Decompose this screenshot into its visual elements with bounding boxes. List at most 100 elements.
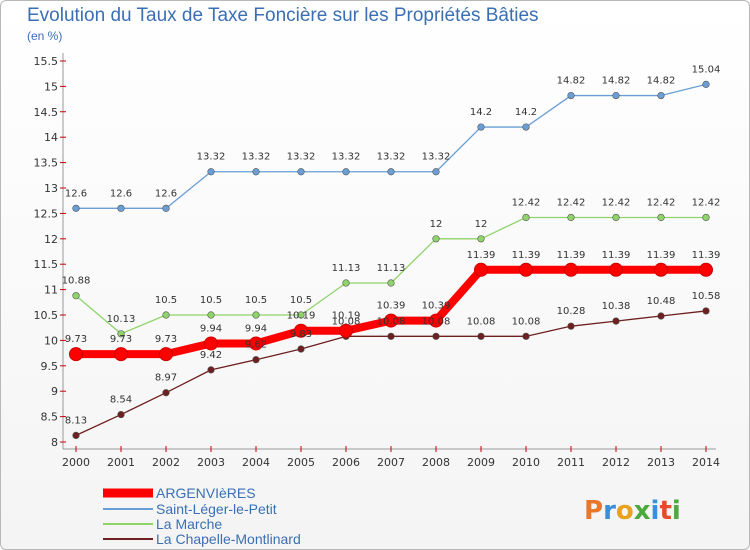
data-point	[387, 279, 395, 287]
data-label: 12	[475, 219, 488, 230]
data-point	[699, 262, 713, 277]
data-label: 14.2	[470, 107, 492, 118]
data-point	[522, 332, 530, 340]
chart-title: Evolution du Taux de Taxe Foncière sur l…	[27, 5, 539, 26]
data-point	[702, 213, 710, 222]
x-tick-label: 2006	[332, 456, 360, 469]
x-tick-label: 2002	[152, 456, 180, 469]
data-point	[159, 347, 173, 362]
y-tick-label: 13.5	[34, 157, 59, 170]
x-tick-label: 2010	[512, 456, 540, 469]
data-point	[432, 235, 440, 243]
x-tick-label: 2005	[287, 456, 315, 469]
x-tick-label: 2012	[602, 456, 630, 469]
y-tick-label: 8.5	[41, 411, 59, 424]
data-label: 12.42	[647, 197, 676, 208]
data-label: 13.32	[377, 152, 406, 163]
data-point	[612, 213, 620, 222]
data-point	[477, 235, 485, 243]
legend-label: La Marche	[156, 516, 222, 532]
data-label: 8.97	[155, 373, 177, 384]
data-label: 12.42	[602, 197, 631, 208]
y-tick-label: 13	[44, 182, 58, 195]
data-label: 13.32	[197, 152, 226, 163]
data-point	[654, 262, 668, 277]
x-tick-label: 2001	[107, 456, 135, 469]
data-point	[702, 80, 710, 88]
data-label: 13.32	[242, 152, 271, 163]
y-tick-label: 12	[44, 233, 58, 246]
data-label: 10.38	[602, 301, 631, 312]
data-label: 11.39	[602, 250, 631, 261]
data-point	[657, 91, 665, 100]
data-label: 15.04	[692, 64, 721, 75]
data-point	[207, 366, 215, 374]
data-label: 10.08	[467, 316, 496, 327]
data-point	[429, 313, 443, 328]
logo-letter: i	[651, 496, 660, 526]
logo: Proxiti	[584, 496, 681, 526]
data-label: 10.19	[332, 311, 361, 322]
data-label: 10.5	[245, 295, 267, 306]
data-label: 13.32	[287, 152, 316, 163]
data-point	[567, 91, 575, 100]
y-tick-label: 12.5	[34, 207, 59, 220]
data-point	[162, 389, 170, 397]
data-label: 11.13	[332, 263, 361, 274]
logo-letter: P	[584, 496, 603, 526]
logo-letter: r	[603, 496, 616, 526]
data-point	[387, 332, 395, 340]
y-tick-label: 15	[44, 80, 58, 93]
x-tick-label: 2000	[62, 456, 90, 469]
data-label: 8.13	[65, 415, 87, 426]
data-label: 9.94	[245, 323, 267, 334]
data-point	[612, 91, 620, 100]
data-label: 11.13	[377, 263, 406, 274]
data-label: 10.5	[200, 295, 222, 306]
data-label: 11.39	[467, 250, 496, 261]
data-label: 10.08	[422, 316, 451, 327]
data-label: 12.6	[155, 188, 177, 199]
data-point	[657, 213, 665, 222]
data-label: 10.19	[287, 311, 316, 322]
data-label: 11.39	[692, 250, 721, 261]
data-point	[564, 262, 578, 277]
chart-unit-label: (en %)	[27, 29, 63, 43]
data-point	[294, 323, 308, 338]
x-tick-label: 2013	[647, 456, 675, 469]
data-label: 9.73	[65, 334, 87, 345]
data-point	[522, 123, 530, 131]
data-point	[522, 213, 530, 222]
data-label: 14.82	[647, 76, 676, 87]
y-tick-label: 14.5	[34, 106, 59, 119]
data-label: 10.58	[692, 291, 721, 302]
data-label: 10.39	[377, 301, 406, 312]
data-label: 9.42	[200, 350, 222, 361]
data-point	[72, 431, 80, 439]
data-label: 10.28	[557, 306, 586, 317]
data-point	[72, 292, 80, 300]
y-tick-label: 9	[51, 385, 58, 398]
x-tick-label: 2003	[197, 456, 225, 469]
x-tick-label: 2009	[467, 456, 495, 469]
y-tick-label: 11	[44, 284, 58, 297]
logo-letter: o	[616, 496, 634, 526]
x-tick-label: 2007	[377, 456, 405, 469]
y-tick-label: 8	[51, 436, 58, 449]
x-tick-label: 2008	[422, 456, 450, 469]
data-label: 11.39	[557, 250, 586, 261]
data-label: 10.39	[422, 301, 451, 312]
data-point	[342, 279, 350, 287]
data-label: 12.6	[65, 188, 87, 199]
data-label: 14.82	[602, 76, 631, 87]
data-label: 10.08	[377, 316, 406, 327]
data-point	[162, 204, 170, 212]
y-tick-label: 10	[44, 334, 58, 347]
data-label: 8.54	[110, 395, 132, 406]
legend-label: ARGENVIèRES	[156, 485, 256, 501]
data-point	[72, 204, 80, 212]
x-tick-label: 2011	[557, 456, 585, 469]
data-point	[612, 317, 620, 325]
